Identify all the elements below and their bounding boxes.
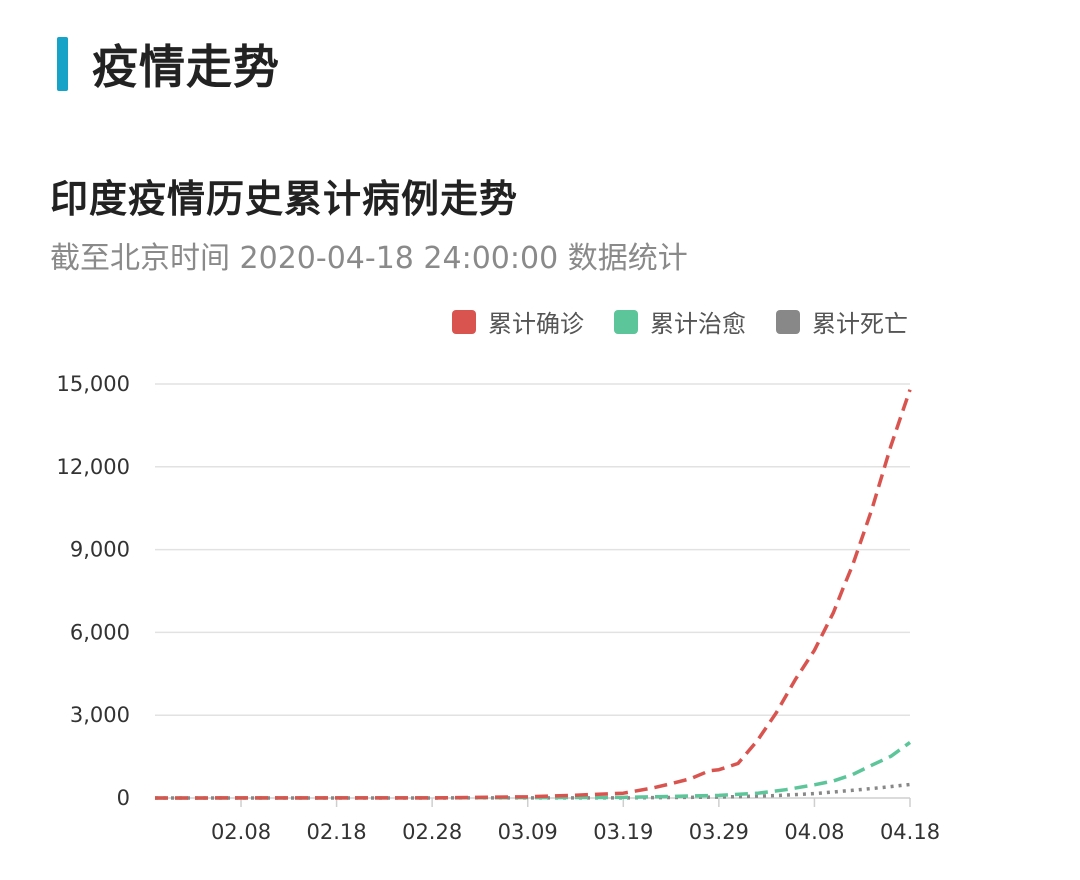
section-header: 疫情走势: [57, 36, 280, 94]
x-tick-label: 04.08: [784, 820, 844, 844]
x-tick-label: 02.08: [211, 820, 271, 844]
x-tick-label: 03.19: [593, 820, 653, 844]
legend-item-confirmed[interactable]: 累计确诊: [452, 304, 584, 339]
x-tick-label: 03.09: [498, 820, 558, 844]
legend-label-deaths: 累计死亡: [812, 310, 908, 338]
legend-swatch-deaths: [776, 309, 800, 334]
y-tick-label: 12,000: [57, 455, 130, 479]
chart-series: [154, 389, 912, 800]
y-axis-ticks: 0 3,000 6,000 9,000 12,000 15,000: [57, 372, 130, 810]
x-tick-label: 04.18: [880, 820, 940, 844]
section-title: 疫情走势: [92, 40, 280, 94]
chart-legend: 累计确诊 累计治愈 累计死亡: [452, 304, 908, 339]
y-tick-label: 3,000: [70, 703, 130, 727]
chart-title: 印度疫情历史累计病例走势: [50, 177, 519, 221]
legend-swatch-confirmed: [452, 309, 476, 334]
series-line-1: [154, 740, 912, 800]
legend-label-recovered: 累计治愈: [650, 310, 746, 338]
x-tick-label: 02.28: [402, 820, 462, 844]
section-accent-bar: [57, 37, 68, 91]
x-tick-label: 02.18: [307, 820, 367, 844]
y-tick-label: 0: [117, 786, 130, 810]
y-tick-label: 6,000: [70, 620, 130, 644]
y-tick-label: 9,000: [70, 538, 130, 562]
chart-gridlines: [155, 383, 910, 716]
chart-subtitle: 截至北京时间 2020-04-18 24:00:00 数据统计: [50, 241, 688, 276]
legend-label-confirmed: 累计确诊: [488, 310, 584, 338]
x-axis: 02.08 02.18 02.28 03.09 03.19 03.29 04.08 04.18: [155, 797, 940, 844]
legend-item-deaths[interactable]: 累计死亡: [776, 304, 908, 339]
x-tick-label: 03.29: [689, 820, 749, 844]
legend-swatch-recovered: [614, 309, 638, 334]
series-line-2: [154, 782, 911, 800]
y-tick-label: 15,000: [57, 372, 130, 396]
series-line-0: [154, 389, 912, 800]
legend-item-recovered[interactable]: 累计治愈: [614, 304, 746, 339]
